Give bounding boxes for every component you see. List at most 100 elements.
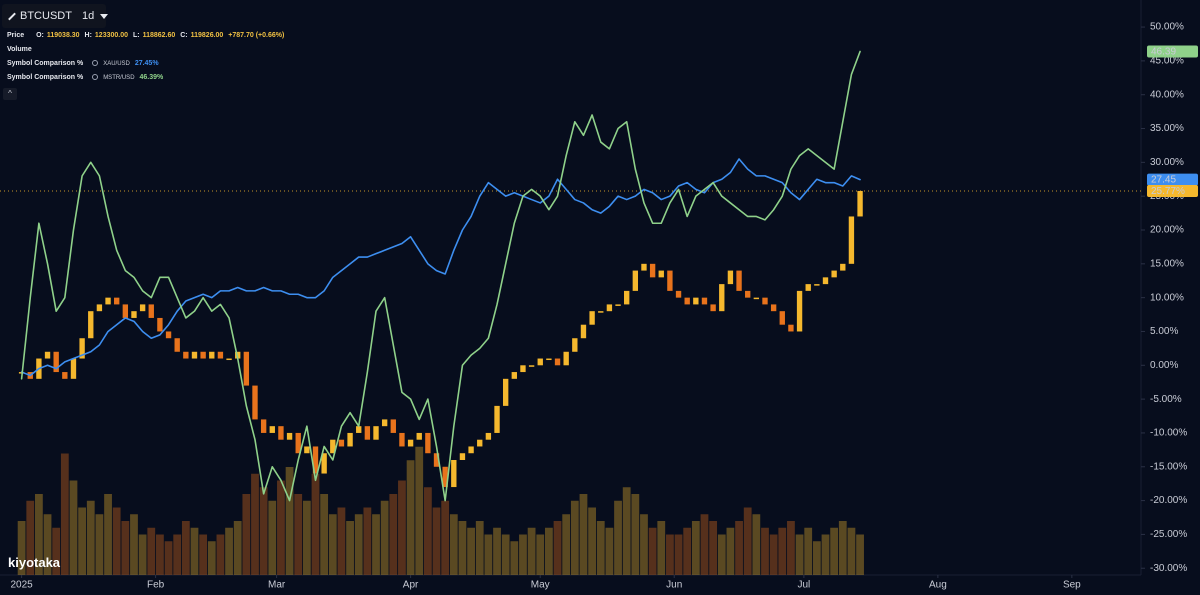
candle	[321, 453, 327, 474]
candle	[338, 439, 345, 447]
volume-bar	[43, 514, 52, 575]
y-tick-label: 50.00%	[1150, 22, 1184, 33]
candles	[18, 190, 863, 488]
candle	[658, 270, 664, 278]
volume-bar	[17, 521, 26, 575]
candle	[174, 338, 180, 352]
x-tick-label: Aug	[929, 580, 947, 591]
candle	[157, 317, 163, 332]
volume-bar	[553, 521, 562, 575]
volume-bar	[674, 534, 683, 575]
candle	[183, 351, 189, 359]
y-tick-label: -25.00%	[1150, 529, 1187, 540]
interval: 1d	[81, 10, 95, 22]
candle	[580, 324, 587, 339]
candle	[537, 358, 543, 366]
volume-bar	[475, 521, 484, 575]
volume-bar	[709, 521, 718, 575]
candle	[779, 311, 785, 325]
y-tick-label: -15.00%	[1150, 461, 1187, 472]
candle	[286, 432, 293, 440]
candle	[563, 351, 569, 366]
volume-bar	[493, 527, 501, 575]
volume-bar	[156, 534, 164, 575]
volume-bar	[856, 534, 864, 575]
volume-bar	[147, 527, 156, 575]
candle	[381, 419, 388, 427]
volume-bar	[52, 527, 61, 575]
volume-bar	[622, 487, 631, 575]
volume-bar	[683, 527, 692, 575]
volume-bar	[26, 500, 35, 575]
candle	[805, 284, 811, 291]
candle	[243, 351, 250, 386]
candle	[831, 270, 837, 278]
volume-bar	[726, 527, 735, 575]
symbol-selector[interactable]: BTCUSDT 1d	[2, 4, 109, 28]
candle	[736, 270, 742, 291]
candle	[114, 297, 120, 305]
volume-bar	[294, 494, 303, 575]
volume-bar	[838, 521, 847, 575]
volume-bar	[285, 467, 294, 575]
candle	[520, 365, 526, 373]
volume-bar	[519, 534, 527, 575]
candle	[554, 358, 561, 366]
candle	[606, 304, 613, 312]
legend-title: Symbol Comparison %	[7, 74, 84, 81]
legend-name: XAU/USD	[103, 61, 130, 67]
volume-bar	[251, 473, 259, 575]
volume-bar	[346, 521, 354, 575]
x-tick-label: Feb	[147, 580, 165, 591]
volume-label: Volume	[7, 46, 32, 53]
candle	[684, 297, 690, 305]
volume-bar	[164, 541, 173, 575]
volume-bar	[804, 527, 813, 575]
candle	[390, 419, 396, 433]
candle	[459, 453, 466, 460]
candle	[278, 426, 284, 440]
volume-bar	[372, 514, 380, 575]
candle	[796, 290, 803, 332]
volume-bar	[69, 480, 78, 575]
volume-bar	[354, 514, 363, 575]
x-tick-label: Apr	[403, 580, 419, 591]
volume-bar	[467, 527, 475, 575]
candle	[632, 270, 639, 291]
collapse-button[interactable]: ^	[3, 88, 17, 100]
volume-bar	[104, 494, 112, 575]
volume-bar	[389, 494, 398, 575]
volume-bar	[233, 521, 242, 575]
candle	[572, 338, 578, 352]
volume-bar	[631, 494, 640, 575]
volume-bar	[545, 527, 553, 575]
candle	[719, 284, 725, 312]
ohlc-label: C:	[180, 32, 188, 39]
x-tick-label: 2025	[10, 580, 33, 591]
volume-bar	[570, 500, 579, 575]
candle	[840, 263, 846, 271]
ohlc-value: 119038.30	[46, 32, 80, 39]
volume-bar	[691, 521, 700, 575]
volume-bar	[363, 507, 372, 575]
y-tick-label: 0.00%	[1150, 360, 1178, 371]
candle	[442, 466, 448, 488]
candle	[710, 304, 716, 312]
candle	[762, 297, 768, 305]
candle	[217, 351, 224, 359]
symbol: BTCUSDT	[20, 10, 72, 22]
y-tick-label: 35.00%	[1150, 123, 1184, 134]
legend-value: 46.39%	[139, 74, 164, 81]
candle	[226, 358, 232, 361]
candle	[727, 270, 734, 285]
candle	[857, 190, 863, 217]
candle	[209, 351, 215, 359]
candle	[356, 426, 362, 433]
legend-name: MSTR/USD	[103, 75, 135, 81]
candle	[615, 304, 621, 306]
candle	[753, 297, 760, 300]
candle	[589, 311, 595, 325]
volume-bar	[277, 480, 285, 575]
candle	[745, 290, 751, 298]
